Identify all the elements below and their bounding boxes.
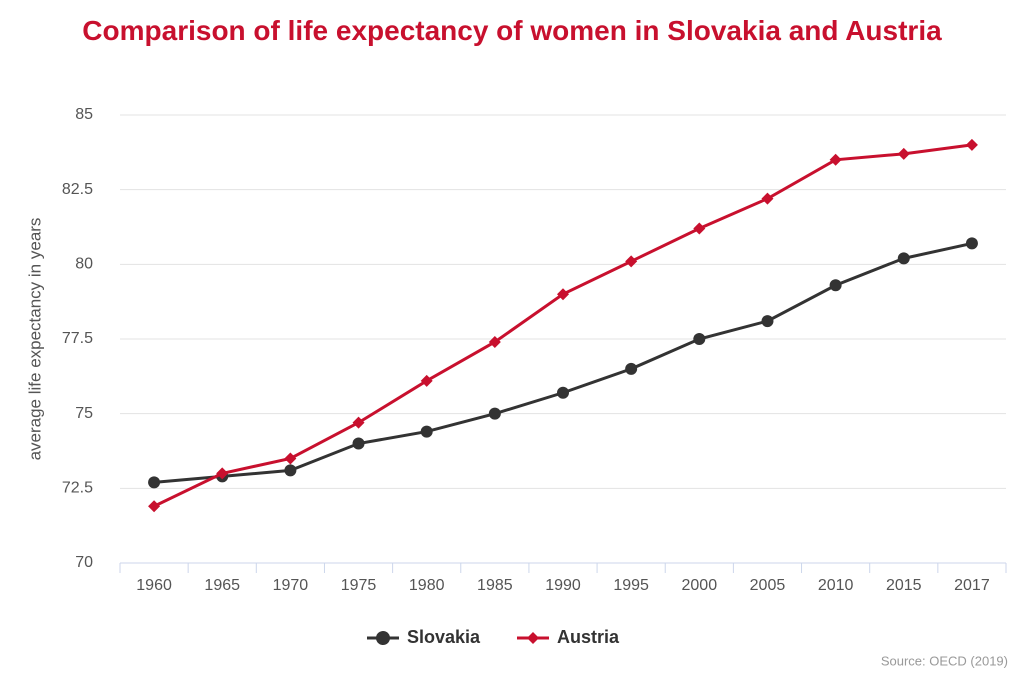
y-tick-label: 75 — [75, 405, 93, 422]
y-tick-label: 77.5 — [62, 330, 93, 347]
legend-label: Austria — [557, 627, 620, 647]
x-tick-label: 1965 — [204, 577, 240, 594]
y-tick-label: 82.5 — [62, 181, 93, 198]
x-tick-label: 1980 — [409, 577, 445, 594]
marker — [693, 222, 706, 235]
x-tick-label: 1990 — [545, 577, 581, 594]
x-tick-label: 1970 — [273, 577, 309, 594]
marker — [557, 386, 569, 399]
marker — [625, 255, 638, 268]
marker — [148, 500, 161, 513]
y-axis-label: average life expectancy in years — [25, 218, 44, 461]
marker — [488, 407, 501, 420]
y-tick-label: 80 — [75, 256, 93, 273]
source: Source: OECD (2019) — [881, 653, 1008, 668]
x-tick-label: 2010 — [818, 577, 854, 594]
y-tick-label: 70 — [75, 554, 93, 571]
marker — [488, 335, 501, 348]
line — [153, 241, 973, 484]
marker — [625, 362, 638, 375]
y-tick-label: 72.5 — [62, 480, 93, 497]
marker — [420, 425, 433, 438]
marker — [897, 252, 910, 265]
marker — [557, 288, 569, 301]
legend-label: Slovakia — [407, 627, 481, 647]
marker — [693, 333, 706, 345]
marker — [352, 416, 365, 429]
legend-marker — [376, 631, 390, 645]
marker — [216, 467, 229, 480]
marker — [761, 192, 774, 205]
marker — [965, 237, 978, 250]
x-tick-label: 1975 — [341, 577, 377, 594]
marker — [829, 153, 842, 166]
marker — [897, 147, 910, 160]
line — [153, 143, 973, 508]
marker — [284, 452, 297, 465]
x-tick-label: 1985 — [477, 577, 513, 594]
x-tick-label: 2005 — [750, 577, 786, 594]
x-tick-label: 2015 — [886, 577, 922, 594]
marker — [352, 437, 365, 450]
marker — [829, 279, 842, 292]
marker — [761, 315, 774, 328]
marker — [148, 476, 161, 489]
chart-title: Comparison of life expectancy of women i… — [82, 15, 942, 46]
x-tick-label: 1995 — [613, 577, 649, 594]
x-tick-label: 2017 — [954, 577, 990, 594]
marker — [965, 138, 978, 151]
x-tick-label: 2000 — [682, 577, 718, 594]
legend-marker — [527, 632, 539, 644]
x-tick-label: 1960 — [136, 577, 172, 594]
y-tick-label: 85 — [75, 106, 93, 123]
marker — [284, 464, 297, 477]
marker — [420, 374, 433, 387]
